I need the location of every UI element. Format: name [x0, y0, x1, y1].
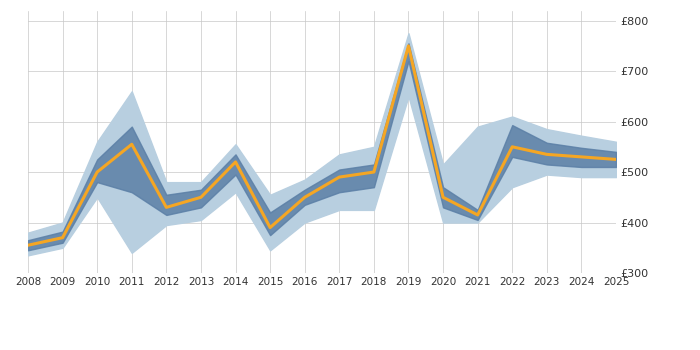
- Legend: Median, 25th to 75th Percentile Range, 10th to 90th Percentile Range: Median, 25th to 75th Percentile Range, 1…: [32, 348, 553, 350]
